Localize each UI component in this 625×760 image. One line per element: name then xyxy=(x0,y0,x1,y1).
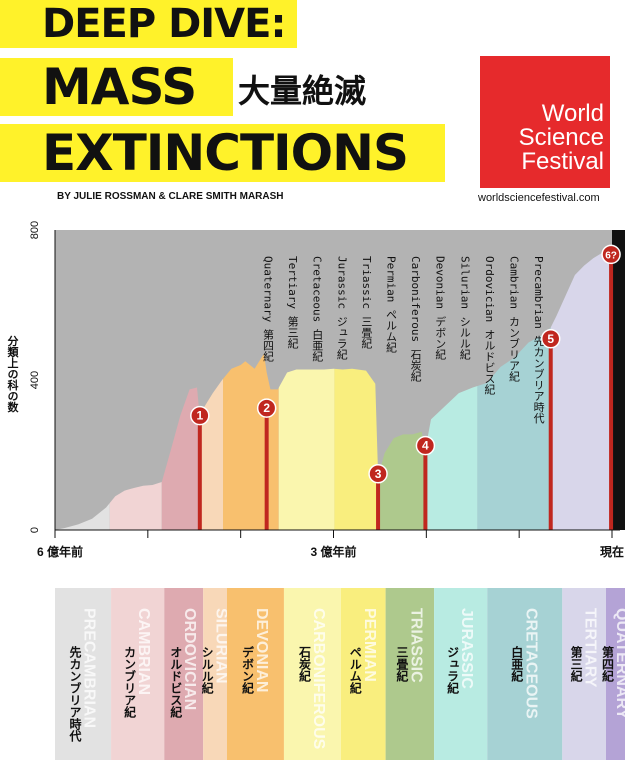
period-list-label-cambrian: Cambrian カンブリア紀 xyxy=(508,256,521,382)
legend-jp-devonian: デボン紀 xyxy=(240,645,254,695)
extinction-marker-5 xyxy=(540,329,561,349)
logo-word-science: Science xyxy=(518,124,604,151)
extinction-marker-1 xyxy=(190,405,210,426)
legend-en-cambrian: CAMBRIAN xyxy=(135,608,152,695)
title-line-deep-dive: DEEP DIVE: xyxy=(0,0,297,48)
y-tick-label-1: 400 xyxy=(29,371,41,389)
legend-en-silurian: SILURIAN xyxy=(213,608,230,684)
title-line-extinctions: EXTINCTIONS xyxy=(0,124,445,182)
legend-en-jurassic: JURASSIC xyxy=(458,608,475,689)
period-list-label-quaternary: Quaternary 第四紀 xyxy=(262,256,275,362)
extinction-marker-4 xyxy=(415,435,436,456)
legend-en-cretaceous: CRETACEOUS xyxy=(522,608,539,719)
legend-en-triassic: TRIASSIC xyxy=(407,608,424,683)
extinction-marker-3 xyxy=(368,464,388,484)
legend-jp-carboniferous: 石炭紀 xyxy=(297,646,311,683)
x-tick-label-0: 6 億年前 xyxy=(37,544,83,559)
legend-jp-jurassic: ジュラ紀 xyxy=(446,646,460,695)
period-list-label-carboniferous: Carboniferous 石炭紀 xyxy=(409,256,422,382)
period-list-label-cretaceous: Cretaceous 白亜紀 xyxy=(311,256,324,362)
period-list-label-triassic: Triassic 三畳紀 xyxy=(360,256,373,349)
legend-band-cretaceous xyxy=(487,588,563,760)
x-tick-label-2: 現在 xyxy=(600,544,624,559)
legend-en-tertiary: TERTIARY xyxy=(582,608,599,688)
extinction-marker-2 xyxy=(256,398,277,418)
axes: 800 400 0 分類上の科の数 6 億年前 3 億年前 現在 xyxy=(6,221,624,559)
period-list-label-precambrian: Precambrian 先カンブリア時代 xyxy=(532,256,545,424)
legend-en-permian: PERMIAN xyxy=(361,608,378,682)
present-strip xyxy=(612,230,625,530)
period-list-label-ordovician: Ordovician オルドビス紀 xyxy=(483,256,496,395)
world-science-festival-logo: World Science Festival xyxy=(480,56,610,188)
y-axis-label: 分類上の科の数 xyxy=(6,334,20,413)
legend-jp-quaternary: 第四紀 xyxy=(601,645,615,683)
legend-en-carboniferous: CARBONIFEROUS xyxy=(310,608,327,750)
logo-word-festival: Festival xyxy=(521,148,604,175)
legend-jp-tertiary: 第三紀 xyxy=(569,645,583,683)
extinction-events: 1 2 3 4 5 6? xyxy=(190,244,621,530)
legend-jp-precambrian: 先カンブリア時代 xyxy=(68,645,82,743)
extinction-label-2: 2 xyxy=(263,401,270,415)
extinction-label-6: 6? xyxy=(605,250,617,261)
period-list-label-jurassic: Jurassic ジュラ紀 xyxy=(335,256,348,360)
period-list-label-silurian: Silurian シルル紀 xyxy=(458,256,471,360)
legend-band-triassic xyxy=(385,588,435,760)
legend-band-ordovician xyxy=(164,588,204,760)
legend-band-carboniferous xyxy=(283,588,341,760)
legend-band-silurian xyxy=(203,588,227,760)
legend-band-precambrian xyxy=(55,588,112,760)
period-list-label-tertiary: Tertiary 第三紀 xyxy=(286,256,299,349)
period-list-label-devonian: Devonian デボン紀 xyxy=(434,256,447,360)
legend-band-cambrian xyxy=(111,588,165,760)
byline: BY JULIE ROSSMAN & CLARE SMITH MARASH xyxy=(57,191,284,202)
legend-jp-triassic: 三畳紀 xyxy=(395,646,409,683)
legend-en-devonian: DEVONIAN xyxy=(253,608,270,692)
title-line-mass: MASS xyxy=(0,58,233,116)
legend-jp-cretaceous: 白亜紀 xyxy=(510,645,524,683)
legend-en-quaternary: QUATERNARY xyxy=(613,608,625,719)
legend-jp-cambrian: カンブリア紀 xyxy=(123,646,137,719)
period-list-label-permian: Permian ペルム紀 xyxy=(385,256,398,353)
y-tick-label-2: 0 xyxy=(29,527,41,533)
extinction-label-5: 5 xyxy=(547,332,554,346)
legend-band-jurassic xyxy=(434,588,488,760)
extinction-label-3: 3 xyxy=(375,467,382,481)
legend-en-ordovician: ORDOVICIAN xyxy=(181,608,198,710)
extinction-label-1: 1 xyxy=(196,409,203,423)
legend-band-permian xyxy=(340,588,386,760)
extinction-chart: Quaternary 第四紀 Tertiary 第三紀 Cretaceous 白亜紀… xyxy=(6,221,625,559)
legend-band-quaternary xyxy=(606,588,625,760)
period-labels: Quaternary 第四紀 Tertiary 第三紀 Cretaceous 白亜紀… xyxy=(262,256,546,424)
legend-band-tertiary xyxy=(562,588,606,760)
legend-en-precambrian: PRECAMBRIAN xyxy=(81,608,98,728)
y-tick-label-0: 800 xyxy=(29,221,41,239)
logo-word-world: World xyxy=(541,100,604,127)
japanese-title: 大量絶滅 xyxy=(238,72,367,110)
extinction-label-4: 4 xyxy=(422,439,429,453)
legend-band-devonian xyxy=(226,588,284,760)
logo-url: worldsciencefestival.com xyxy=(478,192,600,204)
extinction-marker-6 xyxy=(601,244,621,265)
legend-jp-silurian: シルル紀 xyxy=(200,646,214,695)
legend-jp-ordovician: オルドビス紀 xyxy=(169,646,183,719)
legend-jp-permian: ペルム紀 xyxy=(348,646,362,695)
x-tick-label-1: 3 億年前 xyxy=(310,544,356,559)
